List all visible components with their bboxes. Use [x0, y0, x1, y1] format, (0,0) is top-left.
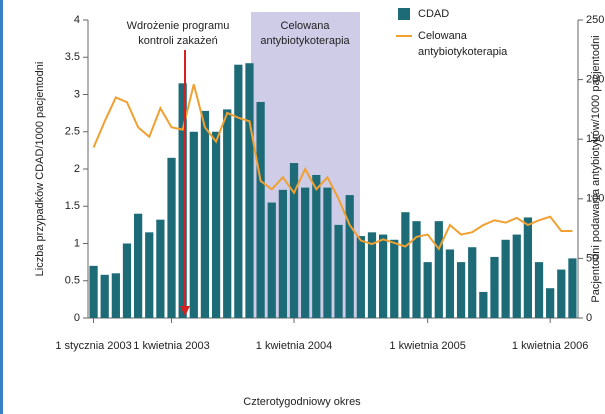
bar	[568, 258, 577, 318]
bar	[456, 262, 466, 318]
bar	[312, 174, 321, 318]
bar	[534, 262, 544, 318]
bar	[133, 213, 143, 318]
bar	[378, 234, 388, 318]
y2-tick-label: 100	[586, 193, 604, 205]
bar	[479, 291, 488, 318]
y2-axis-label: Pacjentodni podawania antybiotyków/1000 …	[590, 35, 602, 302]
x-tick-label: 1 kwietnia 2006	[512, 340, 588, 352]
arrow-head	[180, 306, 190, 316]
annotation: Celowana	[281, 20, 331, 32]
bar	[301, 187, 310, 318]
bar	[323, 187, 332, 318]
bar	[546, 288, 555, 318]
bar	[167, 157, 176, 318]
bar	[178, 83, 187, 318]
y-tick-label: 4	[74, 14, 80, 26]
y-tick-label: 3.5	[65, 51, 80, 63]
y-tick-label: 2	[74, 163, 80, 175]
annotation: antybiotykoterapia	[260, 35, 350, 47]
annotation: Wdrożenie programu	[127, 20, 230, 32]
x-axis-label: Czterotygodniowy okres	[243, 396, 361, 408]
bar	[334, 224, 343, 318]
y-tick-label: 3	[74, 88, 80, 100]
bar	[200, 110, 210, 318]
bar	[356, 236, 365, 318]
bar	[289, 163, 299, 318]
line-series	[92, 84, 573, 251]
bar	[278, 189, 288, 318]
bar	[111, 273, 120, 318]
legend-swatch	[398, 8, 410, 20]
y2-tick-label: 250	[586, 14, 604, 26]
bar	[234, 64, 243, 318]
bar	[412, 221, 421, 318]
legend-label: CDAD	[418, 8, 449, 20]
bar	[434, 221, 443, 318]
y-tick-label: 2.5	[65, 126, 80, 138]
y2-tick-label: 50	[586, 252, 598, 264]
plot	[83, 19, 583, 323]
y2-tick-label: 0	[586, 312, 592, 324]
bar	[223, 109, 232, 319]
bar	[156, 219, 165, 318]
bar	[501, 239, 510, 318]
bar	[267, 202, 276, 318]
legend-label: Celowana antybiotykoterapia	[418, 30, 508, 58]
bar	[211, 131, 221, 318]
bar	[256, 101, 265, 318]
y-axis-label: Liczba przypadków CDAD/1000 pacjentodni	[34, 62, 46, 277]
x-tick-label: 1 stycznia 2003	[55, 340, 131, 352]
bar	[390, 239, 399, 318]
x-tick-label: 1 kwietnia 2005	[389, 340, 465, 352]
bar	[512, 234, 521, 318]
bar	[557, 269, 566, 318]
y-tick-label: 0.5	[65, 275, 80, 287]
bar	[523, 217, 533, 318]
bar	[367, 232, 377, 318]
bar	[145, 232, 154, 318]
bar	[345, 195, 354, 318]
bar	[100, 274, 109, 318]
bar	[122, 243, 132, 318]
bar	[89, 265, 98, 318]
left-stripe	[0, 0, 3, 414]
bar	[490, 256, 499, 318]
bar	[468, 247, 477, 318]
y-tick-label: 1	[74, 237, 80, 249]
x-tick-label: 1 kwietnia 2003	[133, 340, 209, 352]
bar	[445, 249, 455, 318]
bar	[245, 63, 254, 319]
bar	[401, 212, 410, 318]
y2-tick-label: 200	[586, 74, 604, 86]
bar	[189, 131, 198, 318]
y-tick-label: 0	[74, 312, 80, 324]
x-tick-label: 1 kwietnia 2004	[256, 340, 332, 352]
bar	[423, 262, 432, 318]
annotation: kontroli zakażeń	[138, 35, 218, 47]
y2-tick-label: 150	[586, 133, 604, 145]
y-tick-label: 1.5	[65, 200, 80, 212]
